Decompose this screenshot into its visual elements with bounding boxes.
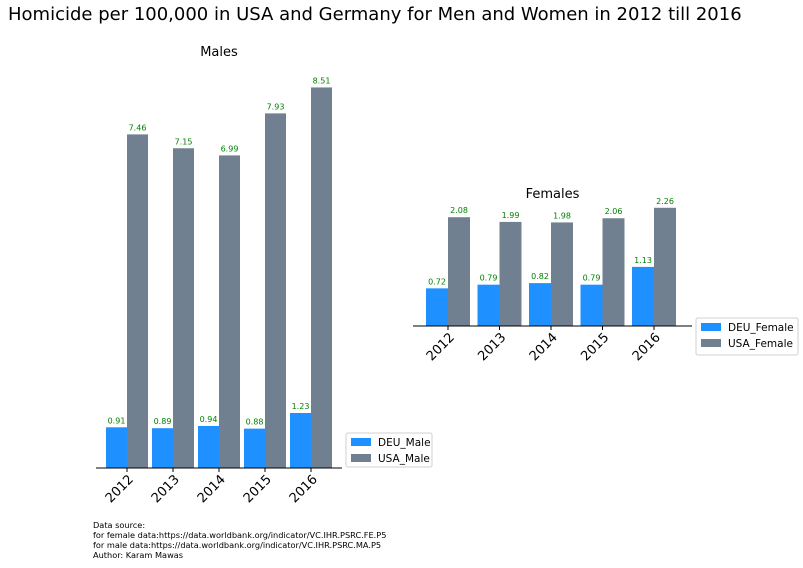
chart-0-bar-DEU_Male-2014 bbox=[198, 425, 219, 468]
chart-1-bar-DEU_Female-2016 bbox=[632, 266, 654, 326]
chart-1-legend-swatch-USA_Female bbox=[701, 339, 721, 347]
chart-1-bar-DEU_Female-2015 bbox=[580, 284, 603, 326]
chart-0-bar-USA_Male-2012 bbox=[127, 134, 148, 468]
source-male-link: for male data:https://data.worldbank.org… bbox=[93, 540, 382, 550]
source-female-link: for female data:https://data.worldbank.o… bbox=[93, 530, 387, 540]
chart-0-tick-label-2014: 2014 bbox=[195, 472, 229, 506]
chart-0-bar-USA_Male-2016 bbox=[311, 87, 332, 468]
chart-0-tick-label-2015: 2015 bbox=[241, 472, 275, 506]
chart-0-bar-USA_Male-2013 bbox=[173, 148, 194, 468]
data-source-note: Data source: for female data:https://dat… bbox=[93, 520, 386, 560]
chart-1-bar-USA_Female-2014 bbox=[551, 222, 573, 326]
chart-0-value-label-DEU_Male-2012: 0.91 bbox=[108, 416, 126, 425]
chart-1-value-label-DEU_Female-2014: 0.82 bbox=[531, 272, 549, 281]
source-heading: Data source: bbox=[93, 520, 146, 530]
chart-0-value-label-DEU_Male-2016: 1.23 bbox=[292, 402, 310, 411]
chart-1-legend-label-USA_Female: USA_Female bbox=[728, 338, 793, 350]
chart-1-value-label-USA_Female-2015: 2.06 bbox=[605, 207, 623, 216]
chart-1-bar-DEU_Female-2014 bbox=[529, 283, 551, 326]
chart-1-value-label-DEU_Female-2015: 0.79 bbox=[583, 274, 601, 283]
chart-1-value-label-DEU_Female-2016: 1.13 bbox=[634, 256, 652, 265]
chart-1-bar-DEU_Female-2013 bbox=[477, 284, 500, 326]
chart-0-bar-DEU_Male-2016 bbox=[290, 412, 311, 468]
chart-0-legend-label-DEU_Male: DEU_Male bbox=[378, 437, 431, 449]
chart-1-legend-label-DEU_Female: DEU_Female bbox=[728, 322, 794, 334]
chart-1-value-label-USA_Female-2013: 1.99 bbox=[502, 211, 520, 220]
chart-1-legend-swatch-DEU_Female bbox=[701, 323, 721, 331]
chart-0-value-label-USA_Male-2016: 8.51 bbox=[313, 76, 331, 85]
chart-0-value-label-USA_Male-2014: 6.99 bbox=[221, 144, 239, 153]
chart-0-value-label-DEU_Male-2014: 0.94 bbox=[200, 415, 218, 424]
chart-1-bar-USA_Female-2013 bbox=[499, 221, 522, 326]
chart-1-tick-label-2012: 2012 bbox=[424, 330, 458, 364]
chart-0-legend-swatch-DEU_Male bbox=[351, 438, 371, 446]
chart-0-bar-USA_Male-2015 bbox=[265, 113, 286, 468]
chart-1-tick-label-2016: 2016 bbox=[630, 330, 664, 364]
chart-1-tick-label-2013: 2013 bbox=[475, 330, 509, 364]
chart-1-bar-USA_Female-2015 bbox=[602, 218, 625, 326]
chart-0-tick-label-2016: 2016 bbox=[287, 472, 321, 506]
chart-0-bar-DEU_Male-2012 bbox=[106, 427, 127, 468]
chart-1-legend-box bbox=[695, 317, 799, 356]
chart-1-value-label-USA_Female-2016: 2.26 bbox=[656, 197, 674, 206]
chart-1-value-label-DEU_Female-2012: 0.72 bbox=[428, 277, 446, 286]
chart-0-value-label-USA_Male-2013: 7.15 bbox=[175, 137, 193, 146]
chart-0-value-label-USA_Male-2015: 7.93 bbox=[267, 102, 285, 111]
figure-title: Homicide per 100,000 in USA and Germany … bbox=[8, 4, 742, 25]
chart-0-bar-USA_Male-2014 bbox=[219, 155, 240, 468]
chart-1-tick-label-2015: 2015 bbox=[578, 330, 612, 364]
chart-1-title: Females bbox=[526, 187, 580, 202]
chart-0-value-label-USA_Male-2012: 7.46 bbox=[129, 123, 147, 132]
chart-1-value-label-DEU_Female-2013: 0.79 bbox=[480, 274, 498, 283]
chart-0-legend-swatch-USA_Male bbox=[351, 454, 371, 462]
chart-1-bar-USA_Female-2016 bbox=[654, 207, 676, 326]
chart-1-value-label-USA_Female-2012: 2.08 bbox=[450, 206, 468, 215]
chart-1-value-label-USA_Female-2014: 1.98 bbox=[553, 211, 571, 220]
chart-0-bar-DEU_Male-2015 bbox=[244, 428, 265, 468]
chart-1-tick-label-2014: 2014 bbox=[527, 330, 561, 364]
chart-0-value-label-DEU_Male-2013: 0.89 bbox=[154, 417, 172, 426]
chart-0-tick-label-2012: 2012 bbox=[103, 472, 137, 506]
source-author: Author: Karam Mawas bbox=[93, 550, 184, 560]
chart-1-bar-USA_Female-2012 bbox=[448, 217, 470, 326]
chart-0-value-label-DEU_Male-2015: 0.88 bbox=[246, 418, 264, 427]
chart-0-tick-label-2013: 2013 bbox=[149, 472, 183, 506]
chart-0-title: Males bbox=[200, 45, 238, 60]
chart-0-legend-label-USA_Male: USA_Male bbox=[378, 453, 430, 465]
chart-0-bar-DEU_Male-2013 bbox=[152, 428, 173, 468]
chart-1-bar-DEU_Female-2012 bbox=[426, 288, 448, 326]
